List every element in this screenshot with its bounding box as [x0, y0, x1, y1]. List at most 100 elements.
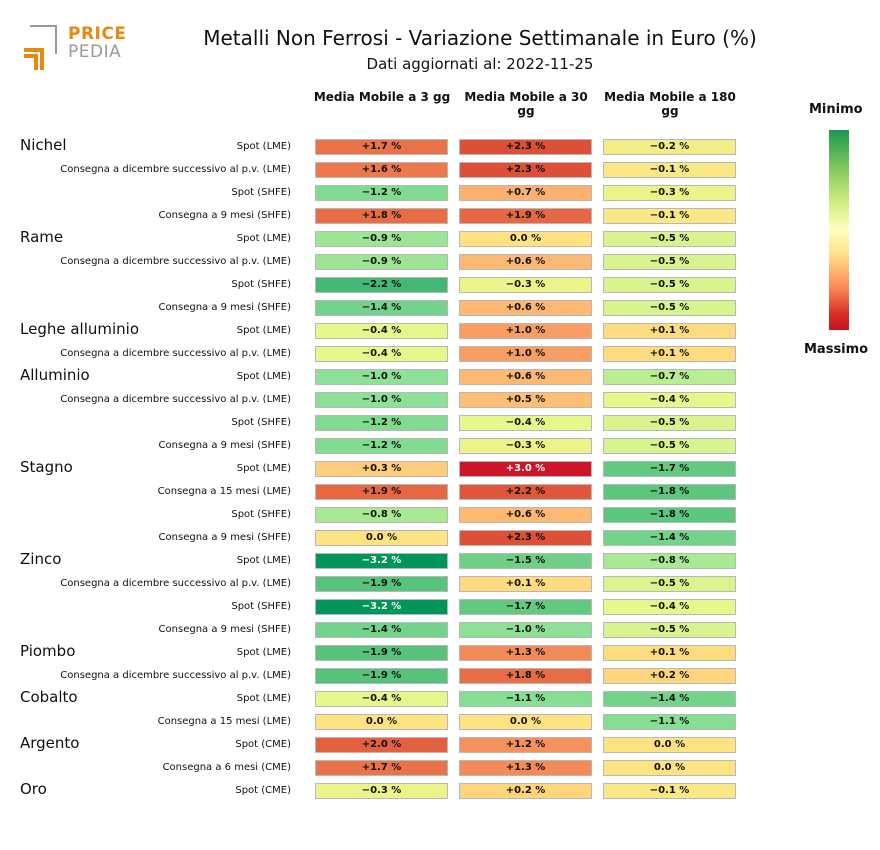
group-label: Leghe alluminio	[20, 320, 140, 338]
row-label: Spot (LME)	[236, 371, 291, 382]
heatmap-cell: +0.1 %	[603, 346, 736, 362]
group-label: Alluminio	[20, 366, 90, 384]
heatmap-cell: −0.5 %	[603, 254, 736, 270]
row-label: Spot (CME)	[235, 739, 291, 750]
heatmap-cell: +0.1 %	[459, 576, 592, 592]
heatmap-cell: −0.4 %	[459, 415, 592, 431]
heatmap-cell: −0.4 %	[315, 691, 448, 707]
heatmap-cell: −0.9 %	[315, 254, 448, 270]
heatmap-cell: −0.3 %	[459, 438, 592, 454]
heatmap-cell: −1.9 %	[315, 645, 448, 661]
heatmap-cell: −1.8 %	[603, 484, 736, 500]
heatmap-cell: −0.5 %	[603, 622, 736, 638]
row-label: Spot (LME)	[236, 463, 291, 474]
heatmap-cell: 0.0 %	[603, 760, 736, 776]
heatmap-cell: −1.7 %	[603, 461, 736, 477]
row-label: Spot (LME)	[236, 325, 291, 336]
heatmap-cell: +1.8 %	[315, 208, 448, 224]
heatmap-cell: −0.5 %	[603, 576, 736, 592]
row-label: Consegna a 9 mesi (SHFE)	[158, 624, 291, 635]
heatmap-cell: −0.2 %	[603, 139, 736, 155]
heatmap-cell: 0.0 %	[459, 714, 592, 730]
row-label: Consegna a 15 mesi (LME)	[157, 716, 291, 727]
heatmap-cell: −0.3 %	[459, 277, 592, 293]
legend-colorbar	[829, 130, 849, 330]
group-label: Piombo	[20, 642, 76, 660]
legend-max-label: Massimo	[804, 342, 869, 357]
heatmap-cell: −0.1 %	[603, 783, 736, 799]
heatmap-cell: −1.4 %	[315, 622, 448, 638]
group-label: Argento	[20, 734, 80, 752]
heatmap-cell: +1.9 %	[315, 484, 448, 500]
heatmap-cell: −1.2 %	[315, 415, 448, 431]
pricepedia-logo-icon	[24, 25, 57, 70]
row-label: Spot (CME)	[235, 785, 291, 796]
heatmap-cell: −1.2 %	[315, 185, 448, 201]
row-label: Consegna a dicembre successivo al p.v. (…	[60, 348, 291, 359]
heatmap-cell: +2.3 %	[459, 530, 592, 546]
chart-title: Metalli Non Ferrosi - Variazione Settima…	[203, 26, 757, 50]
heatmap-cell: +2.3 %	[459, 139, 592, 155]
row-label: Spot (SHFE)	[231, 279, 291, 290]
heatmap-cell: +1.2 %	[459, 737, 592, 753]
heatmap-cell: −0.8 %	[315, 507, 448, 523]
logo-text-bottom: PEDIA	[68, 42, 122, 62]
heatmap-cell: −0.3 %	[603, 185, 736, 201]
row-label: Spot (LME)	[236, 693, 291, 704]
heatmap-cell: +2.0 %	[315, 737, 448, 753]
row-label: Consegna a 9 mesi (SHFE)	[158, 210, 291, 221]
heatmap-cell: +0.7 %	[459, 185, 592, 201]
heatmap-cell: +1.3 %	[459, 645, 592, 661]
heatmap-cell: −0.3 %	[315, 783, 448, 799]
heatmap-cell: −3.2 %	[315, 599, 448, 615]
heatmap-cell: 0.0 %	[603, 737, 736, 753]
heatmap-cell: +0.6 %	[459, 507, 592, 523]
heatmap-cell: −1.2 %	[315, 438, 448, 454]
heatmap-cell: −1.9 %	[315, 576, 448, 592]
legend-min-label: Minimo	[809, 102, 863, 117]
heatmap-cell: +1.3 %	[459, 760, 592, 776]
heatmap-cell: −0.7 %	[603, 369, 736, 385]
heatmap-cell: +1.7 %	[315, 760, 448, 776]
heatmap-cell: +1.0 %	[459, 346, 592, 362]
row-label: Consegna a 9 mesi (SHFE)	[158, 532, 291, 543]
column-header-30gg: Media Mobile a 30 gg	[464, 90, 588, 118]
heatmap-cell: −1.1 %	[459, 691, 592, 707]
heatmap-cell: −0.5 %	[603, 415, 736, 431]
group-label: Nichel	[20, 136, 67, 154]
heatmap-cell: −1.0 %	[459, 622, 592, 638]
heatmap-cell: −1.7 %	[459, 599, 592, 615]
heatmap-cell: −1.9 %	[315, 668, 448, 684]
row-label: Consegna a 9 mesi (SHFE)	[158, 302, 291, 313]
row-label: Consegna a dicembre successivo al p.v. (…	[60, 394, 291, 405]
heatmap-cell: −1.4 %	[315, 300, 448, 316]
row-label: Spot (LME)	[236, 233, 291, 244]
row-label: Consegna a dicembre successivo al p.v. (…	[60, 670, 291, 681]
chart-subtitle: Dati aggiornati al: 2022-11-25	[366, 55, 594, 73]
column-header-180gg: Media Mobile a 180 gg	[604, 90, 736, 118]
heatmap-cell: −0.4 %	[315, 323, 448, 339]
row-label: Consegna a dicembre successivo al p.v. (…	[60, 164, 291, 175]
logo-text-top: PRICE	[68, 24, 127, 44]
heatmap-cell: −0.1 %	[603, 162, 736, 178]
group-label: Oro	[20, 780, 47, 798]
heatmap-cell: +0.6 %	[459, 369, 592, 385]
heatmap-cell: +0.2 %	[603, 668, 736, 684]
heatmap-cell: +1.0 %	[459, 323, 592, 339]
heatmap-cell: −1.4 %	[603, 530, 736, 546]
heatmap-cell: 0.0 %	[315, 530, 448, 546]
heatmap-cell: +2.3 %	[459, 162, 592, 178]
heatmap-cell: −0.5 %	[603, 277, 736, 293]
heatmap-cell: 0.0 %	[315, 714, 448, 730]
heatmap-cell: −1.1 %	[603, 714, 736, 730]
row-label: Consegna a 6 mesi (CME)	[162, 762, 291, 773]
row-label: Consegna a 15 mesi (LME)	[157, 486, 291, 497]
row-label: Spot (LME)	[236, 141, 291, 152]
heatmap-cell: +2.2 %	[459, 484, 592, 500]
heatmap-cell: −0.4 %	[603, 599, 736, 615]
row-label: Spot (SHFE)	[231, 417, 291, 428]
heatmap-cell: −0.5 %	[603, 438, 736, 454]
group-label: Rame	[20, 228, 64, 246]
heatmap-cell: −3.2 %	[315, 553, 448, 569]
heatmap-cell: +0.2 %	[459, 783, 592, 799]
